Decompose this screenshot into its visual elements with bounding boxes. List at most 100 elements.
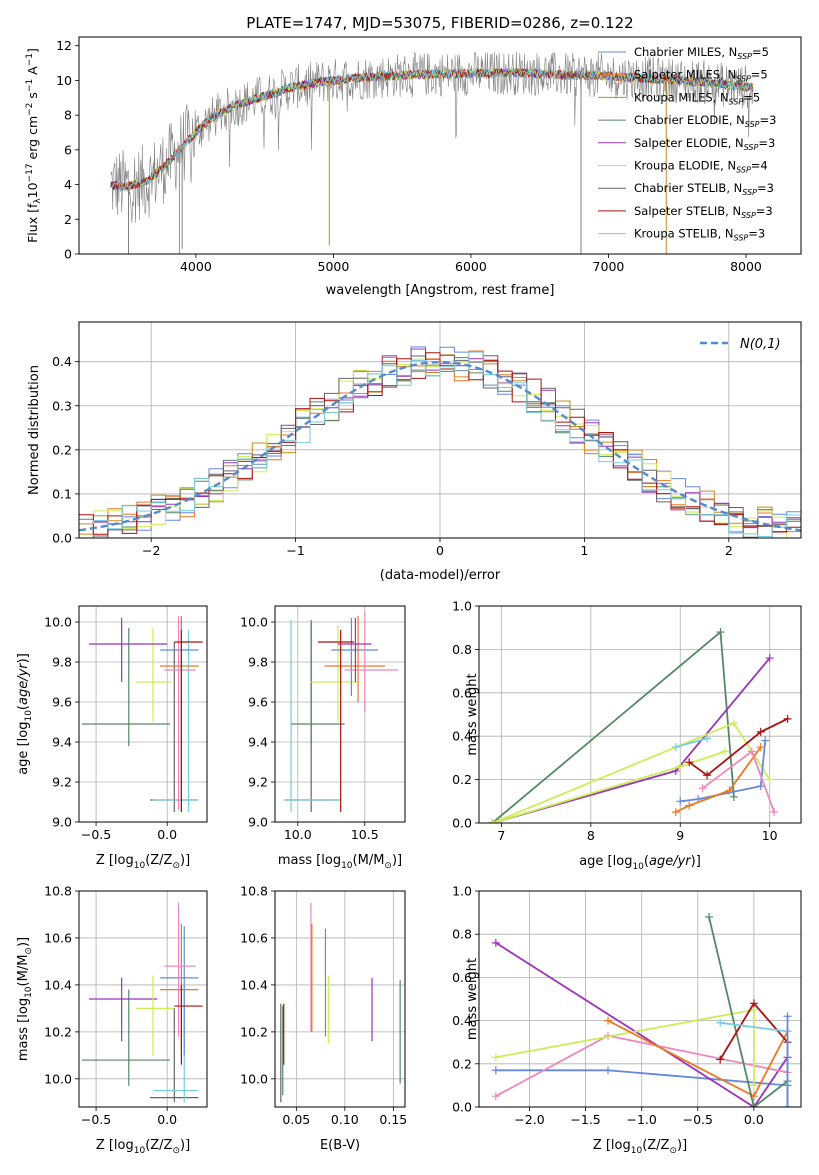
y-tick-label: 8 xyxy=(64,108,72,123)
x-tick-label: 7000 xyxy=(593,259,625,274)
legend-label: Chabrier MILES, NSSP=5 xyxy=(634,45,769,61)
y-tick-label: 0 xyxy=(64,247,72,262)
mass-vs-Z-axes: −0.5 0.0 10.0 10.2 10.4 10.6 10.8 Z [log10(Z/Z⊙… xyxy=(16,884,207,1156)
mass-vs-ebv-points xyxy=(280,902,401,1103)
weight-line xyxy=(495,942,789,1107)
weight-line xyxy=(491,630,735,823)
residuals-axes: −2 −1 0 1 2 0.0 0.1 0.2 0.3 0.4 (data-model)/error… xyxy=(27,322,801,583)
x-tick-label: 0.15 xyxy=(379,1112,407,1127)
weight-line xyxy=(492,657,771,823)
weight-marker xyxy=(604,1016,613,1025)
y-tick-label: 9.6 xyxy=(52,695,72,710)
y-tick-label: 12 xyxy=(56,38,72,53)
y-tick-label: 0.8 xyxy=(452,927,472,942)
x-tick-label: 6000 xyxy=(455,259,487,274)
weight-marker xyxy=(491,938,500,947)
y-axis-label: mass weight xyxy=(465,673,480,755)
y-tick-label: 1.0 xyxy=(452,884,472,899)
weight-line xyxy=(492,722,771,823)
legend-label: Salpeter ELODIE, NSSP=3 xyxy=(634,136,775,152)
age-vs-Z-points xyxy=(81,616,203,812)
weight-line xyxy=(688,717,788,777)
y-tick-label: 9.2 xyxy=(52,775,72,790)
y-tick-label: 0.0 xyxy=(52,531,72,546)
y-tick-label: 10.6 xyxy=(240,930,268,945)
age-vs-mass-points xyxy=(284,612,399,812)
weight-marker xyxy=(725,786,734,795)
x-axis-label: Z [log10(Z/Z⊙)] xyxy=(96,1138,190,1156)
y-tick-label: 10.2 xyxy=(44,1024,72,1039)
mass-vs-ebv-axes: 0.05 0.10 0.15 10.0 10.2 10.4 10.6 10.8 E(B-V) xyxy=(240,884,407,1154)
y-tick-label: 10.6 xyxy=(44,930,72,945)
y-tick-label: 0.4 xyxy=(452,1013,472,1028)
x-tick-label: 10.0 xyxy=(284,827,312,842)
weight-marker xyxy=(765,775,774,784)
weight-marker xyxy=(770,808,779,817)
y-tick-label: 0.0 xyxy=(452,816,472,831)
x-tick-label: 1 xyxy=(580,543,588,558)
weight-marker xyxy=(783,1103,792,1107)
x-axis-label: Z [log10(Z/Z⊙)] xyxy=(593,1138,687,1156)
x-tick-label: −0.5 xyxy=(683,1112,713,1127)
normal-curve xyxy=(79,360,801,532)
weight-marker xyxy=(783,714,792,723)
weight-marker xyxy=(671,743,680,752)
x-axis-label: wavelength [Angstrom, rest frame] xyxy=(326,283,555,298)
legend-label: Salpeter MILES, NSSP=5 xyxy=(634,68,768,84)
weight-marker xyxy=(756,782,765,791)
x-tick-label: 8 xyxy=(587,828,595,843)
legend-label: Kroupa STELIB, NSSP=3 xyxy=(634,227,765,243)
weight-line xyxy=(708,916,789,1107)
y-tick-label: 10.0 xyxy=(44,1071,72,1086)
weight-marker xyxy=(749,1103,758,1107)
x-tick-label: 0.0 xyxy=(157,1112,177,1127)
x-axis-label: Z [log10(Z/Z⊙)] xyxy=(96,853,190,871)
x-tick-label: −2 xyxy=(142,543,160,558)
weight-marker xyxy=(491,1066,500,1075)
weight-marker xyxy=(604,1066,613,1075)
weight-line xyxy=(495,1008,755,1086)
y-tick-label: 10.4 xyxy=(44,977,72,992)
y-tick-label: 0.6 xyxy=(452,970,472,985)
mass-vs-ebv-frame xyxy=(274,890,406,1108)
weight-marker xyxy=(716,628,725,637)
weight-marker xyxy=(761,736,770,745)
legend-label: N(0,1) xyxy=(740,337,781,352)
y-tick-label: 0.3 xyxy=(52,398,72,413)
legend-label: Chabrier STELIB, NSSP=3 xyxy=(634,181,774,197)
weight-marker xyxy=(716,1055,725,1064)
weight-marker xyxy=(756,727,765,736)
weight-marker xyxy=(685,801,694,810)
legend-label: Kroupa ELODIE, NSSP=4 xyxy=(634,159,768,175)
y-tick-label: 0.0 xyxy=(452,1100,472,1115)
x-tick-label: 0 xyxy=(436,543,444,558)
weight-marker xyxy=(676,797,685,806)
histogram-step xyxy=(79,351,801,538)
weight-marker xyxy=(491,1092,500,1101)
spectrum-observed-line xyxy=(110,51,754,223)
weight-marker xyxy=(703,771,712,780)
weight-marker xyxy=(720,747,729,756)
weight-vs-Z-series xyxy=(491,912,792,1107)
x-tick-label: 4000 xyxy=(180,259,212,274)
y-tick-label: 9.0 xyxy=(52,815,72,830)
y-tick-label: 10.4 xyxy=(240,977,268,992)
weight-marker xyxy=(685,758,694,767)
x-tick-label: 5000 xyxy=(318,259,350,274)
weight-marker xyxy=(747,747,756,756)
weight-vs-Z-frame xyxy=(478,890,802,1108)
age-vs-mass-frame xyxy=(274,605,406,823)
x-tick-label: 0.10 xyxy=(331,1112,359,1127)
weight-vs-age-axes: 7 8 9 10 0.0 0.2 0.4 0.6 0.8 1.0 mass weight age [l… xyxy=(452,599,801,872)
x-axis-label: mass [log10(M/M⊙)] xyxy=(278,853,402,871)
x-tick-label: −0.5 xyxy=(81,1112,111,1127)
spectrum-model-line xyxy=(110,68,754,192)
x-tick-label: 0.0 xyxy=(157,827,177,842)
y-axis-label: mass weight xyxy=(465,958,480,1040)
x-tick-label: 7 xyxy=(497,828,505,843)
age-vs-Z-axes: −0.5 0.0 9.0 9.2 9.4 9.6 9.8 10.0 Z [log10(Z/Z⊙)… xyxy=(16,606,207,871)
weight-marker xyxy=(765,654,774,663)
y-tick-label: 0.8 xyxy=(452,642,472,657)
y-tick-label: 9.4 xyxy=(52,735,72,750)
